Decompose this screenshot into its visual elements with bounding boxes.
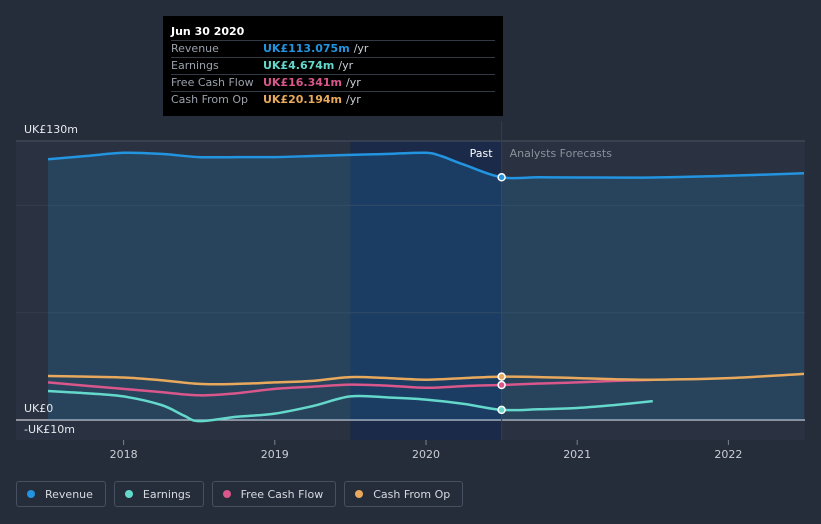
y-label-zero: UK£0 <box>24 402 53 415</box>
revenue-line <box>47 151 805 180</box>
tooltip-value: UK£20.194m <box>263 93 343 106</box>
x-tick-label: 2018 <box>110 448 138 461</box>
legend-item-earnings[interactable]: Earnings <box>113 481 204 507</box>
legend-label: Cash From Op <box>373 487 451 501</box>
free-cash-flow-line <box>47 378 653 397</box>
cash-from-op-marker <box>497 372 506 381</box>
x-tick-label: 2020 <box>412 448 440 461</box>
revenue-marker <box>497 173 506 182</box>
tooltip-date: Jun 30 2020 <box>171 25 245 38</box>
tooltip-row-free-cash-flow: Free Cash Flow UK£16.341m /yr <box>171 74 495 91</box>
cash-from-op-dot-icon <box>355 490 364 498</box>
tooltip-label: Revenue <box>171 42 219 55</box>
tooltip-value: UK£4.674m <box>263 59 335 72</box>
earnings-marker <box>497 405 506 415</box>
tooltip-label: Free Cash Flow <box>171 76 254 89</box>
tooltip-unit: /yr <box>346 93 361 106</box>
legend-item-free-cash-flow[interactable]: Free Cash Flow <box>211 481 337 507</box>
forecast-label: Analysts Forecasts <box>510 147 613 160</box>
legend-label: Earnings <box>142 487 191 501</box>
revenue-dot-icon <box>27 490 35 498</box>
legend-item-cash-from-op[interactable]: Cash From Op <box>344 481 464 507</box>
highlight-band <box>350 141 502 440</box>
legend-item-revenue[interactable]: Revenue <box>16 481 106 507</box>
cash-from-op-line <box>47 372 805 386</box>
chart-legend: Revenue Earnings Free Cash Flow Cash Fro… <box>16 481 464 509</box>
legend-label: Free Cash Flow <box>240 487 324 501</box>
tooltip-unit: /yr <box>338 59 354 72</box>
earnings-dot-icon <box>124 490 133 498</box>
tooltip-value: UK£16.341m <box>263 76 343 89</box>
legend-label: Revenue <box>45 487 93 501</box>
x-tick-label: 2019 <box>261 448 289 461</box>
earnings-line <box>47 389 653 423</box>
y-label-bottom: -UK£10m <box>24 423 75 436</box>
y-label-top: UK£130m <box>24 123 78 136</box>
free-cash-flow-dot-icon <box>222 490 231 498</box>
past-label: Past <box>470 147 494 160</box>
revenue-area <box>48 152 804 420</box>
x-tick-label: 2022 <box>714 448 742 461</box>
tooltip-label: Earnings <box>171 59 219 72</box>
tooltip-label: Cash From Op <box>171 93 249 106</box>
tooltip-row-earnings: Earnings UK£4.674m /yr <box>171 57 495 74</box>
tooltip-value: UK£113.075m <box>263 42 350 55</box>
x-tick-label: 2021 <box>563 448 591 461</box>
free-cash-flow-marker <box>497 380 506 390</box>
tooltip-unit: /yr <box>353 42 369 55</box>
tooltip-row-cash-from-op: Cash From Op UK£20.194m /yr <box>171 91 495 108</box>
tooltip-unit: /yr <box>346 76 361 89</box>
tooltip-row-revenue: Revenue UK£113.075m /yr <box>171 40 495 57</box>
chart-tooltip: Jun 30 2020 Revenue UK£113.075m /yr Earn… <box>163 16 503 116</box>
